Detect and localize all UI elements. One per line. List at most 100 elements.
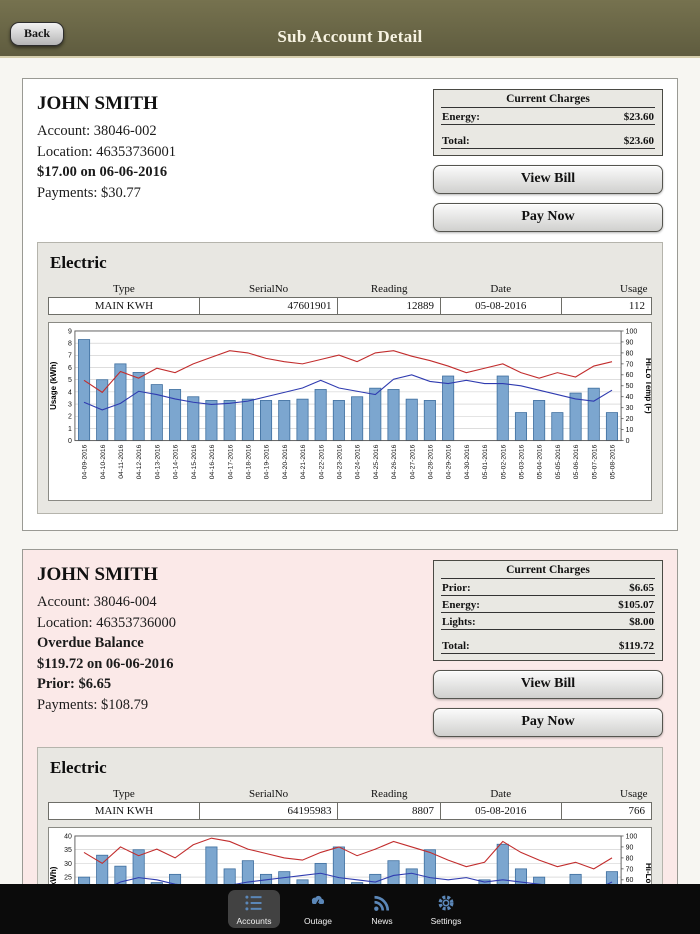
content-area: JOHN SMITH Account: 38046-002 Location: … (0, 58, 700, 934)
svg-text:05-01-2016: 05-01-2016 (482, 444, 489, 479)
svg-text:05-02-2016: 05-02-2016 (500, 444, 507, 479)
view-bill-button[interactable]: View Bill (433, 165, 663, 194)
account-location: Location: 46353736001 (37, 143, 176, 160)
col-header-date: Date (490, 283, 512, 295)
svg-text:04-17-2016: 04-17-2016 (227, 444, 234, 479)
charges-title: Current Charges (441, 564, 655, 580)
account-card-1: JOHN SMITH Account: 38046-002 Location: … (22, 78, 678, 532)
tab-label: News (371, 916, 393, 926)
svg-text:70: 70 (626, 867, 634, 874)
svg-text:0: 0 (68, 438, 72, 445)
meter-table-header-row: Type SerialNo Reading Date Usage (49, 787, 652, 803)
prior-balance: Prior: $6.65 (37, 676, 112, 693)
svg-text:25: 25 (64, 875, 72, 882)
tab-news[interactable]: News (356, 890, 408, 928)
account-holder-name: JOHN SMITH (37, 564, 158, 586)
pay-now-button[interactable]: Pay Now (433, 203, 663, 232)
svg-text:40: 40 (626, 394, 634, 401)
meter-table: Type SerialNo Reading Date Usage MAIN KW… (48, 282, 653, 315)
account-actions: Current Charges Prior: $6.65 Energy: $10… (433, 560, 663, 738)
svg-text:05-06-2016: 05-06-2016 (573, 444, 580, 479)
svg-text:04-25-2016: 04-25-2016 (373, 444, 380, 479)
svg-text:100: 100 (626, 834, 638, 841)
charge-row: Energy: $105.07 (441, 596, 655, 614)
charge-value: $23.60 (623, 111, 654, 123)
svg-text:5: 5 (68, 377, 72, 384)
tab-outage[interactable]: Outage (292, 890, 344, 928)
svg-text:04-19-2016: 04-19-2016 (264, 444, 271, 479)
svg-text:05-03-2016: 05-03-2016 (519, 444, 526, 479)
svg-text:50: 50 (626, 383, 634, 390)
charge-label: Lights: (442, 616, 476, 629)
usage-chart-container: 0 1 2 3 4 5 6 7 8 9 0 10 20 30 40 50 60 70 80 90 100 04-09-20… (48, 322, 652, 502)
meter-reading: 8807 (337, 802, 441, 821)
svg-text:2: 2 (68, 414, 72, 421)
charges-title: Current Charges (441, 93, 655, 108)
svg-text:80: 80 (626, 350, 634, 357)
meter-usage: 766 (560, 802, 653, 821)
electric-panel: Electric Type SerialNo Reading Date Usag… (37, 242, 663, 515)
svg-text:04-10-2016: 04-10-2016 (100, 444, 107, 479)
meter-reading: 12889 (337, 297, 441, 315)
charge-total-label: Total: (442, 640, 470, 653)
svg-text:04-13-2016: 04-13-2016 (154, 444, 161, 479)
account-number: Account: 38046-004 (37, 594, 157, 611)
cloud-lightning-icon (308, 893, 328, 916)
meter-serial: 64195983 (198, 802, 339, 821)
meter-table-row: MAIN KWH 64195983 8807 05-08-2016 766 (48, 802, 653, 821)
view-bill-button[interactable]: View Bill (433, 670, 663, 700)
meter-type: MAIN KWH (48, 802, 200, 821)
charge-total-row: Total: $119.72 (441, 637, 655, 655)
svg-text:04-20-2016: 04-20-2016 (282, 444, 289, 479)
tab-label: Settings (430, 916, 462, 926)
svg-text:70: 70 (626, 361, 634, 368)
charge-label: Energy: (442, 111, 480, 123)
charge-row: Energy: $23.60 (441, 108, 655, 125)
svg-text:04-11-2016: 04-11-2016 (118, 444, 125, 478)
col-header-type: Type (112, 283, 135, 295)
svg-text:80: 80 (626, 856, 634, 863)
amount-due: $17.00 on 06-06-2016 (37, 164, 168, 180)
col-header-serial: SerialNo (249, 283, 289, 295)
charge-value: $6.65 (629, 582, 654, 595)
account-summary: JOHN SMITH Account: 38046-004 Location: … (37, 560, 663, 738)
svg-text:6: 6 (68, 365, 72, 372)
svg-text:1: 1 (68, 426, 72, 433)
svg-text:8: 8 (68, 341, 72, 348)
usage-chart: 0123456789010203040506070809010004-09-20… (49, 328, 651, 479)
svg-text:04-27-2016: 04-27-2016 (409, 444, 416, 479)
svg-text:35: 35 (64, 847, 72, 854)
col-header-usage: Usage (620, 283, 648, 295)
svg-text:04-28-2016: 04-28-2016 (428, 444, 435, 479)
svg-text:Hi-Lo Temp (F): Hi-Lo Temp (F) (644, 358, 651, 414)
back-button[interactable]: Back (10, 22, 65, 46)
svg-text:04-23-2016: 04-23-2016 (337, 444, 344, 479)
tab-accounts[interactable]: Accounts (228, 890, 280, 928)
current-charges-panel: Current Charges Prior: $6.65 Energy: $10… (433, 560, 663, 662)
tab-settings[interactable]: Settings (420, 890, 472, 928)
col-header-serial: SerialNo (249, 788, 289, 801)
charge-value: $105.07 (618, 599, 654, 612)
pay-now-button[interactable]: Pay Now (433, 708, 663, 738)
overdue-badge: Overdue Balance (37, 635, 144, 652)
meter-date: 05-08-2016 (439, 802, 562, 821)
svg-text:40: 40 (64, 834, 72, 841)
current-charges-panel: Current Charges Energy: $23.60 Total: $2… (433, 89, 663, 156)
svg-text:60: 60 (626, 372, 634, 379)
meter-table-row: MAIN KWH 47601901 12889 05-08-2016 112 (48, 297, 653, 315)
svg-text:05-07-2016: 05-07-2016 (591, 444, 598, 479)
svg-text:04-16-2016: 04-16-2016 (209, 444, 216, 479)
col-header-type: Type (112, 788, 135, 801)
page-title: Sub Account Detail (277, 27, 423, 46)
svg-text:04-22-2016: 04-22-2016 (318, 444, 325, 479)
charge-row: Prior: $6.65 (441, 579, 655, 597)
meter-type-title: Electric (50, 253, 107, 272)
meter-serial: 47601901 (198, 297, 339, 315)
charge-total-row: Total: $23.60 (441, 132, 655, 149)
svg-text:90: 90 (626, 845, 634, 852)
svg-text:05-04-2016: 05-04-2016 (537, 444, 544, 479)
svg-text:Usage (kWh): Usage (kWh) (49, 361, 58, 410)
svg-text:04-24-2016: 04-24-2016 (355, 444, 362, 479)
list-icon (244, 893, 264, 916)
svg-text:04-21-2016: 04-21-2016 (300, 444, 307, 479)
